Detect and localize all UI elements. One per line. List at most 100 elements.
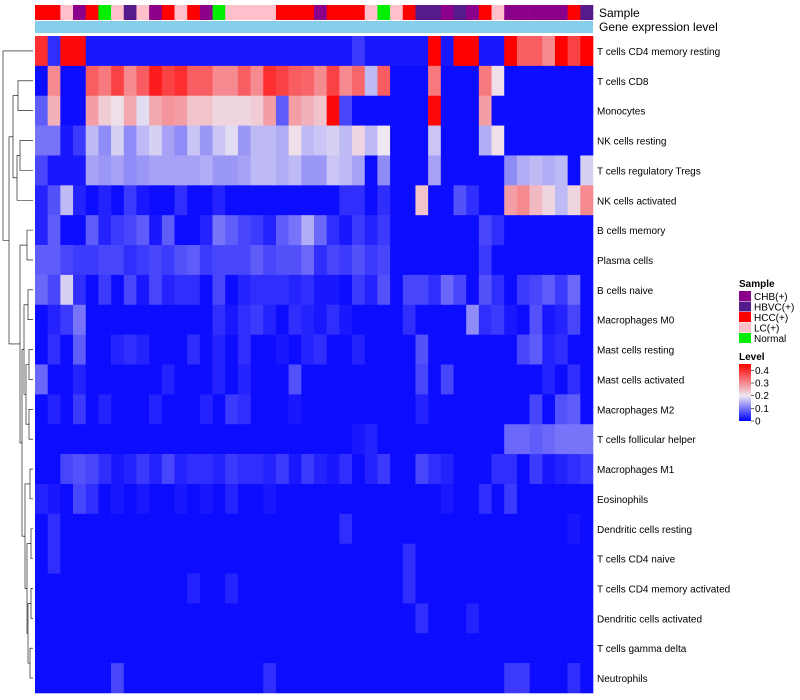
heatmap-cell: [199, 185, 213, 216]
row-label: T cells CD8: [597, 77, 649, 88]
heatmap-cell: [504, 36, 518, 67]
heatmap-cell: [174, 483, 188, 515]
heatmap-cell: [149, 424, 163, 455]
sample-annotation-cell: [542, 5, 556, 20]
heatmap-cell: [85, 543, 99, 574]
row-label: Mast cells activated: [597, 375, 684, 386]
heatmap-cell: [567, 274, 581, 306]
heatmap-cell: [174, 95, 188, 126]
heatmap-cell: [225, 663, 239, 694]
heatmap-cell: [301, 543, 315, 574]
sample-annotation-bar: [35, 5, 594, 20]
heatmap-cell: [339, 245, 353, 276]
heatmap-cell: [326, 603, 340, 634]
heatmap-cell: [428, 394, 442, 425]
heatmap-cell: [580, 483, 594, 515]
heatmap-cell: [237, 245, 251, 276]
heatmap-cell: [301, 155, 315, 186]
heatmap-cell: [402, 155, 416, 186]
heatmap-cell: [326, 65, 340, 97]
heatmap-cell: [136, 364, 150, 395]
heatmap-cell: [478, 274, 492, 306]
heatmap-cell: [491, 364, 505, 395]
heatmap-cell: [199, 274, 213, 306]
heatmap-cell: [580, 155, 594, 186]
heatmap-cell: [35, 125, 48, 156]
heatmap-cell: [263, 155, 277, 186]
heatmap-cell: [390, 155, 404, 186]
heatmap-cell: [47, 424, 61, 455]
heatmap-cell: [390, 36, 404, 67]
heatmap-cell: [123, 543, 137, 574]
heatmap-cell: [35, 603, 48, 634]
heatmap-cell: [174, 304, 188, 335]
heatmap-cell: [136, 483, 150, 515]
heatmap-cell: [263, 603, 277, 634]
heatmap-cell: [326, 185, 340, 216]
heatmap-cell: [301, 185, 315, 216]
heatmap-cell: [174, 424, 188, 455]
heatmap-cell: [466, 424, 480, 455]
heatmap-cell: [161, 304, 175, 335]
heatmap-cell: [314, 36, 327, 67]
heatmap-cell: [187, 155, 201, 186]
heatmap-cell: [415, 424, 429, 455]
heatmap-cell: [199, 65, 213, 97]
heatmap-cell: [440, 215, 454, 246]
heatmap-cell: [275, 304, 289, 335]
sample-annotation-cell: [415, 5, 429, 20]
heatmap-cell: [542, 364, 556, 395]
heatmap-cell: [516, 573, 530, 604]
heatmap-cell: [212, 215, 226, 246]
heatmap-cell: [288, 364, 302, 395]
heatmap-cell: [516, 513, 530, 544]
heatmap-cell: [123, 245, 137, 276]
heatmap-cell: [136, 274, 150, 306]
heatmap-cell: [225, 603, 239, 634]
heatmap-cell: [339, 364, 353, 395]
heatmap-cell: [580, 125, 594, 156]
heatmap-cell: [123, 95, 137, 126]
heatmap-cell: [326, 215, 340, 246]
heatmap-cell: [250, 663, 264, 694]
heatmap-cell: [237, 543, 251, 574]
heatmap-cell: [339, 633, 353, 664]
heatmap-cell: [326, 334, 340, 365]
heatmap-cell: [174, 603, 188, 634]
heatmap-cell: [212, 245, 226, 276]
heatmap-cell: [73, 155, 87, 186]
heatmap-cell: [212, 274, 226, 306]
heatmap-cell: [491, 424, 505, 455]
heatmap-cell: [123, 513, 137, 544]
heatmap-cell: [554, 215, 568, 246]
heatmap-cell: [504, 543, 518, 574]
heatmap-cell: [314, 304, 327, 335]
heatmap-cell: [136, 513, 150, 544]
heatmap-cell: [149, 573, 163, 604]
heatmap-cell: [187, 36, 201, 67]
heatmap-cell: [187, 513, 201, 544]
sample-legend-swatch: [739, 322, 751, 333]
heatmap-cell: [326, 245, 340, 276]
heatmap-cell: [478, 633, 492, 664]
heatmap-cell: [301, 334, 315, 365]
heatmap-cell: [314, 483, 327, 515]
heatmap-cell: [529, 36, 543, 67]
sample-annotation-cell: [263, 5, 277, 20]
sample-annotation-cell: [402, 5, 416, 20]
heatmap-cell: [453, 65, 467, 97]
heatmap-cell: [529, 603, 543, 634]
heatmap-cell: [466, 95, 480, 126]
heatmap-cell: [440, 65, 454, 97]
heatmap-cell: [174, 65, 188, 97]
heatmap-cell: [263, 513, 277, 544]
heatmap-cell: [542, 424, 556, 455]
heatmap-cell: [212, 663, 226, 694]
heatmap-cell: [111, 95, 125, 126]
heatmap-cell: [199, 215, 213, 246]
row-label: Neutrophils: [597, 674, 648, 685]
heatmap-cell: [174, 394, 188, 425]
heatmap-cell: [35, 483, 48, 515]
heatmap-cell: [301, 603, 315, 634]
heatmap-cell: [60, 483, 74, 515]
